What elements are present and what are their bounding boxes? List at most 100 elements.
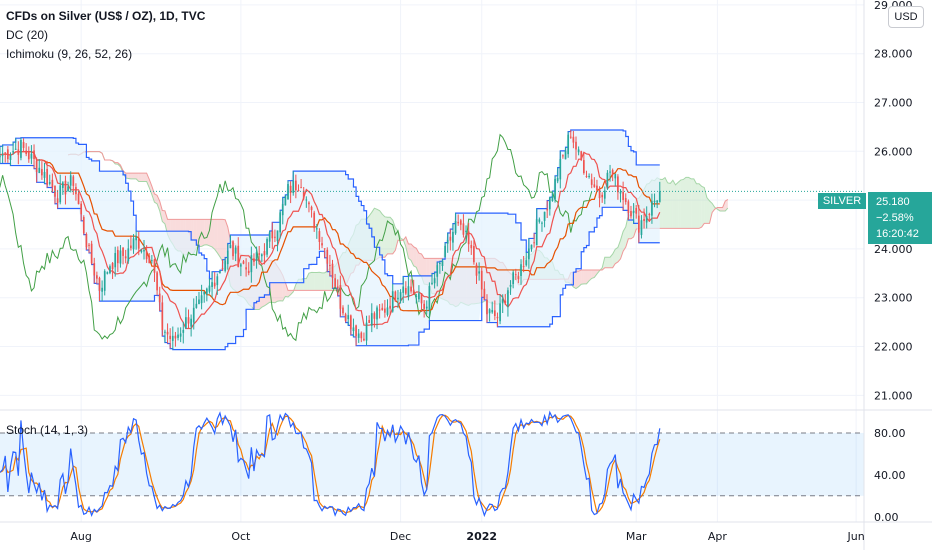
candle-body <box>211 282 213 288</box>
candle <box>7 146 9 163</box>
candle <box>205 287 208 302</box>
cloud-segment <box>617 240 621 262</box>
candle-body <box>454 221 457 234</box>
candle-body <box>281 204 284 216</box>
candle <box>342 305 344 316</box>
candle-body <box>606 172 609 188</box>
cloud-segment <box>301 278 304 291</box>
candle <box>522 255 525 273</box>
candle-body <box>349 315 352 330</box>
candle <box>590 173 593 189</box>
candle <box>585 170 588 178</box>
candle-body <box>177 334 179 338</box>
candle-body <box>546 209 549 211</box>
candle <box>446 233 449 253</box>
candle <box>292 171 295 196</box>
candle-body <box>556 177 559 182</box>
candle <box>240 262 242 277</box>
candle-body <box>630 211 632 217</box>
candle-body <box>378 309 381 311</box>
stoch-panel <box>0 409 932 518</box>
candle-body <box>284 196 287 206</box>
candle <box>643 208 645 229</box>
candle <box>454 213 457 235</box>
candle-body <box>85 233 88 248</box>
cloud-segment <box>696 183 700 229</box>
candle <box>190 314 192 337</box>
candle-body <box>247 270 250 274</box>
candle <box>295 174 297 199</box>
cloud-segment <box>162 210 165 224</box>
candle <box>580 150 583 162</box>
candle <box>470 240 473 255</box>
candle <box>564 147 567 160</box>
cloud-segment <box>198 219 202 247</box>
currency-button[interactable]: USD <box>888 6 924 28</box>
candle-body <box>135 236 137 241</box>
candle <box>64 175 67 205</box>
cloud-segment <box>379 210 383 258</box>
indicator-donchian-label[interactable]: DC (20) <box>6 28 49 42</box>
candle <box>648 212 651 222</box>
price-tick-label: 29.000 <box>874 0 913 12</box>
candle <box>43 162 46 184</box>
candle-body <box>535 219 538 246</box>
indicator-ichimoku-label[interactable]: Ichimoku (9, 26, 52, 26) <box>6 47 133 61</box>
candle-body <box>250 255 253 273</box>
candle <box>349 314 352 335</box>
candle-body <box>389 305 391 309</box>
candle-body <box>109 266 111 274</box>
cloud-segment <box>610 254 613 268</box>
candle <box>203 291 206 303</box>
candle <box>255 246 258 269</box>
candle-body <box>219 270 221 273</box>
candle <box>651 193 653 224</box>
candle-body <box>517 276 520 280</box>
candle <box>473 239 475 265</box>
candle <box>313 210 316 232</box>
candle <box>232 240 234 260</box>
candle-body <box>376 307 378 320</box>
candle <box>195 296 198 309</box>
candle <box>224 257 227 273</box>
cloud-segment <box>594 269 597 278</box>
indicator-stoch-label[interactable]: Stoch (14, 1, 3) <box>6 423 89 437</box>
candle <box>318 228 321 250</box>
candle-body <box>274 236 276 238</box>
candle-body <box>632 210 635 213</box>
candle <box>242 260 245 265</box>
cloud-segment <box>665 177 668 229</box>
candle <box>164 329 166 343</box>
cloud-segment <box>322 272 325 291</box>
cloud-segment <box>662 177 666 229</box>
candle-body <box>27 152 30 160</box>
candle <box>478 262 480 281</box>
candle-body <box>266 239 268 255</box>
candle-body <box>169 335 172 340</box>
candle-body <box>507 290 509 307</box>
candle-body <box>363 338 365 341</box>
candle-body <box>192 307 195 323</box>
candle-body <box>122 247 124 256</box>
candle <box>459 218 462 231</box>
candle-body <box>627 201 630 213</box>
cloud-segment <box>685 177 689 229</box>
candle <box>418 285 420 303</box>
candle-body <box>569 136 572 138</box>
candle-body <box>64 180 67 195</box>
candle <box>276 230 279 252</box>
candle <box>617 174 619 200</box>
candle-body <box>593 184 596 188</box>
candle <box>46 160 48 188</box>
candle-body <box>336 286 339 288</box>
candle <box>161 295 164 337</box>
cloud-segment <box>149 179 152 195</box>
candle <box>198 291 200 305</box>
candle <box>507 287 509 317</box>
candle-body <box>271 231 274 239</box>
candle-body <box>386 307 389 315</box>
candle-body <box>148 255 151 264</box>
cloud-segment <box>418 253 422 277</box>
candle-body <box>658 191 661 202</box>
candle-body <box>90 243 93 264</box>
